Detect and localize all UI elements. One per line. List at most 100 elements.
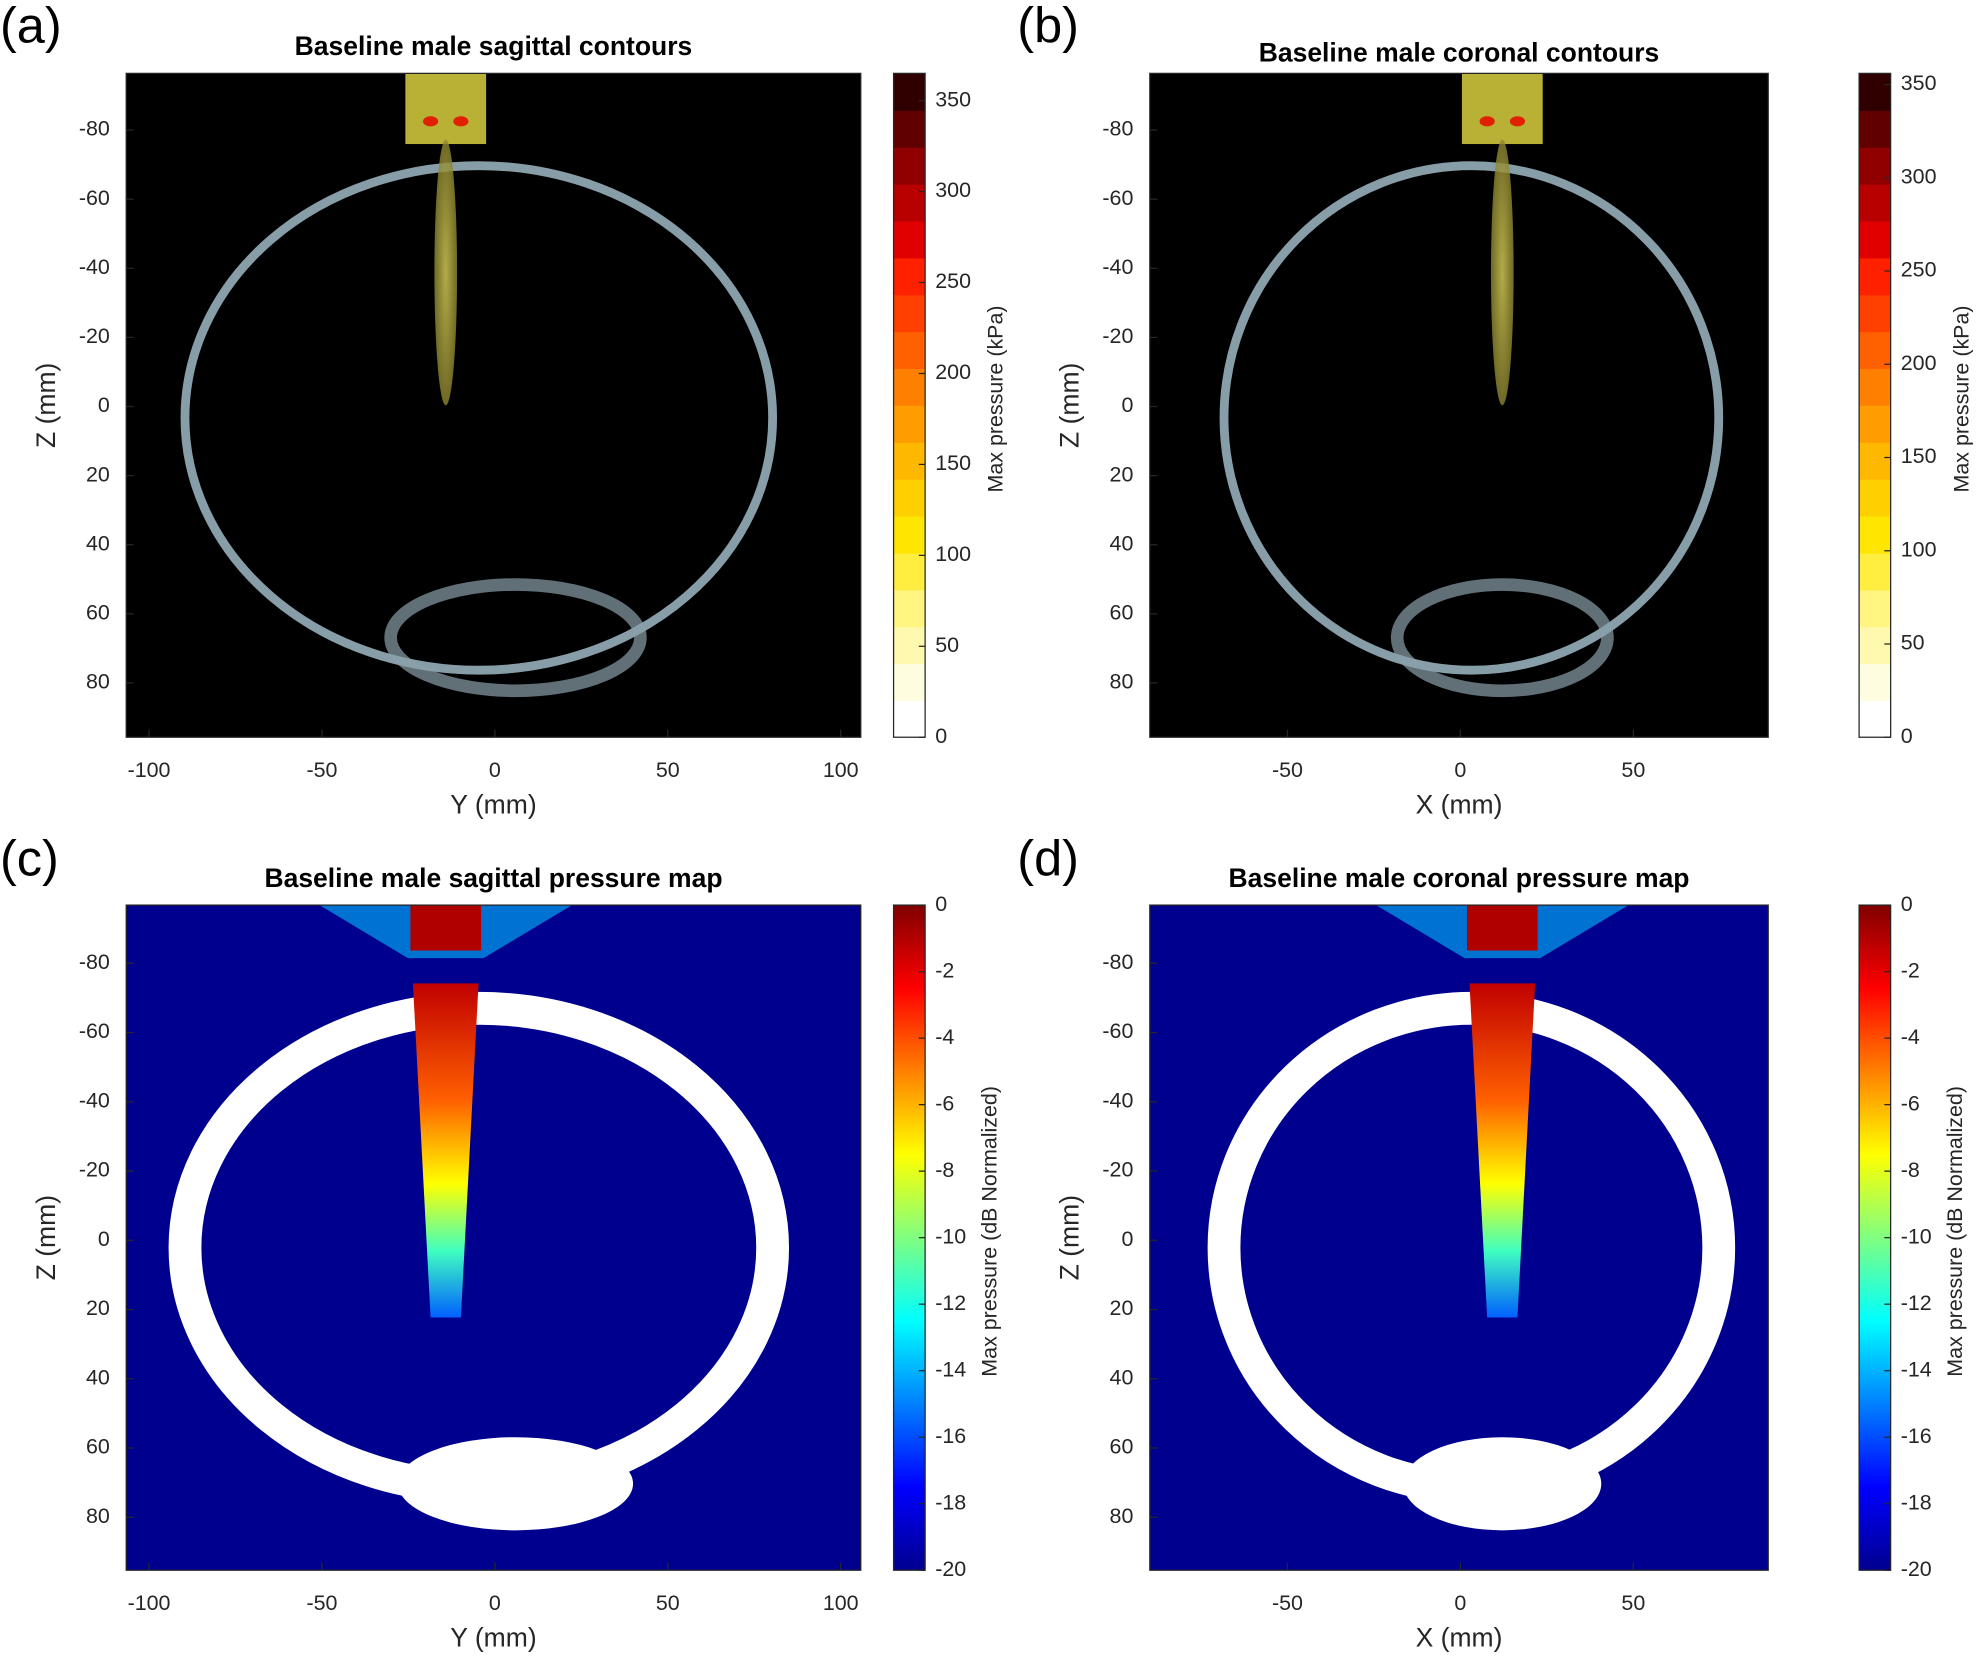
x-tick-label: 0 bbox=[1454, 1591, 1466, 1615]
focus bbox=[423, 116, 439, 127]
colorbar-band bbox=[893, 147, 926, 185]
colorbar-band bbox=[1859, 626, 1891, 665]
y-tick-label: -40 bbox=[1102, 255, 1133, 279]
colorbar-tick-label: -18 bbox=[1901, 1490, 1932, 1514]
skull bbox=[1219, 161, 1724, 675]
colorbar-label: Max pressure (kPa) bbox=[984, 305, 1008, 492]
x-tick-label: 0 bbox=[1454, 758, 1466, 782]
colorbar-band bbox=[1859, 552, 1891, 591]
image-content bbox=[180, 73, 778, 698]
colorbar-tick-label: 150 bbox=[1901, 444, 1937, 468]
colorbar-tick-label: -6 bbox=[1901, 1091, 1920, 1115]
y-tick-label: 0 bbox=[98, 393, 110, 417]
y-tick-label: 60 bbox=[86, 601, 110, 625]
x-tick-label: 100 bbox=[823, 758, 859, 782]
beam bbox=[412, 983, 479, 1318]
x-axis-label: X (mm) bbox=[1416, 790, 1503, 820]
x-tick-label: -50 bbox=[306, 758, 337, 782]
y-tick-label: 80 bbox=[86, 670, 110, 694]
panel-label: (a) bbox=[0, 0, 62, 54]
y-tick-label: 40 bbox=[1110, 1365, 1134, 1389]
x-axis-label: Y (mm) bbox=[450, 790, 536, 820]
x-axis-label: Y (mm) bbox=[450, 1623, 536, 1653]
y-axis-label: Z (mm) bbox=[1055, 1195, 1085, 1280]
plot-frame bbox=[1149, 72, 1769, 738]
colorbar-tick-label: -10 bbox=[1901, 1224, 1932, 1248]
y-tick-label: 20 bbox=[86, 1296, 110, 1320]
x-tick-label: 50 bbox=[1621, 758, 1645, 782]
skull-base bbox=[397, 1437, 634, 1531]
y-tick-label: 20 bbox=[1110, 462, 1134, 486]
y-tick-label: 60 bbox=[1110, 601, 1134, 625]
colorbar-label: Max pressure (dB Normalized) bbox=[1943, 1086, 1967, 1377]
beam bbox=[434, 139, 458, 406]
colorbar-tick-label: 300 bbox=[1901, 164, 1937, 188]
colorbar-tick-label: 150 bbox=[935, 451, 971, 475]
colorbar-tick-label: 350 bbox=[935, 87, 971, 111]
colorbar-tick-label: -16 bbox=[935, 1424, 966, 1448]
panel-label: (b) bbox=[1017, 0, 1079, 54]
colorbar-tick-label: 0 bbox=[935, 724, 947, 748]
y-tick-label: -60 bbox=[1102, 1019, 1133, 1043]
colorbar-tick-label: 200 bbox=[935, 360, 971, 384]
colorbar-band bbox=[893, 73, 926, 111]
colorbar-label: Max pressure (dB Normalized) bbox=[977, 1086, 1001, 1377]
colorbar-tick-label: -4 bbox=[935, 1025, 954, 1049]
y-tick-label: 0 bbox=[1121, 393, 1133, 417]
focus bbox=[1479, 116, 1495, 127]
colorbar-band bbox=[1859, 73, 1891, 111]
colorbar-tick-label: -6 bbox=[935, 1091, 954, 1115]
y-tick-label: -40 bbox=[1102, 1088, 1133, 1112]
transducer bbox=[405, 73, 487, 145]
colorbar-tick-label: -20 bbox=[1901, 1557, 1932, 1581]
x-tick-label: -50 bbox=[1272, 758, 1303, 782]
plot-frame bbox=[1149, 904, 1769, 1571]
plot-frame bbox=[125, 72, 862, 738]
colorbar-band bbox=[893, 257, 926, 296]
colorbar-band bbox=[1859, 515, 1891, 554]
transducer bbox=[1466, 905, 1538, 951]
colorbar-tick-label: -4 bbox=[1901, 1025, 1920, 1049]
colorbar-band bbox=[1859, 147, 1891, 185]
x-tick-label: -50 bbox=[306, 1591, 337, 1615]
x-tick-label: -100 bbox=[128, 1591, 171, 1615]
chart-title: Baseline male coronal contours bbox=[1259, 37, 1660, 67]
focus bbox=[1509, 116, 1526, 127]
colorbar-band bbox=[893, 552, 926, 591]
colorbar-tick-label: -20 bbox=[935, 1557, 966, 1581]
image-background bbox=[126, 73, 861, 738]
chart-title: Baseline male sagittal pressure map bbox=[264, 863, 722, 893]
colorbar-tick-label: -18 bbox=[935, 1490, 966, 1514]
colorbar-tick-label: -12 bbox=[1901, 1291, 1932, 1315]
colorbar-band bbox=[893, 331, 926, 370]
y-tick-label: -60 bbox=[79, 186, 110, 210]
y-tick-label: -80 bbox=[79, 950, 110, 974]
focus bbox=[453, 116, 469, 127]
beam bbox=[1490, 139, 1514, 406]
colorbar-band bbox=[1859, 368, 1891, 406]
colorbar-tick-label: -8 bbox=[1901, 1158, 1920, 1182]
colorbar-band bbox=[893, 663, 926, 701]
image-content bbox=[1219, 73, 1724, 698]
colorbar-tick-label: 100 bbox=[1901, 537, 1937, 561]
x-tick-label: 100 bbox=[823, 1591, 859, 1615]
colorbar-band bbox=[1859, 331, 1891, 370]
y-tick-label: -40 bbox=[79, 255, 110, 279]
colorbar-tick-label: 0 bbox=[935, 892, 947, 916]
image-content bbox=[1207, 905, 1736, 1531]
y-tick-label: 0 bbox=[1121, 1227, 1133, 1251]
transducer bbox=[410, 905, 482, 951]
colorbar-band bbox=[1859, 663, 1891, 701]
skull-base bbox=[1390, 578, 1614, 698]
y-axis-label: Z (mm) bbox=[1055, 363, 1085, 448]
x-tick-label: 50 bbox=[656, 1591, 680, 1615]
colorbar-band bbox=[893, 405, 926, 443]
colorbar-band bbox=[1859, 405, 1891, 443]
colorbar-tick-label: -14 bbox=[1901, 1357, 1932, 1381]
x-tick-label: 50 bbox=[1621, 1591, 1645, 1615]
y-tick-label: -80 bbox=[79, 117, 110, 141]
colorbar-tick-label: -2 bbox=[1901, 958, 1920, 982]
colorbar-tick-label: -16 bbox=[1901, 1424, 1932, 1448]
colorbar-band bbox=[1859, 184, 1891, 222]
